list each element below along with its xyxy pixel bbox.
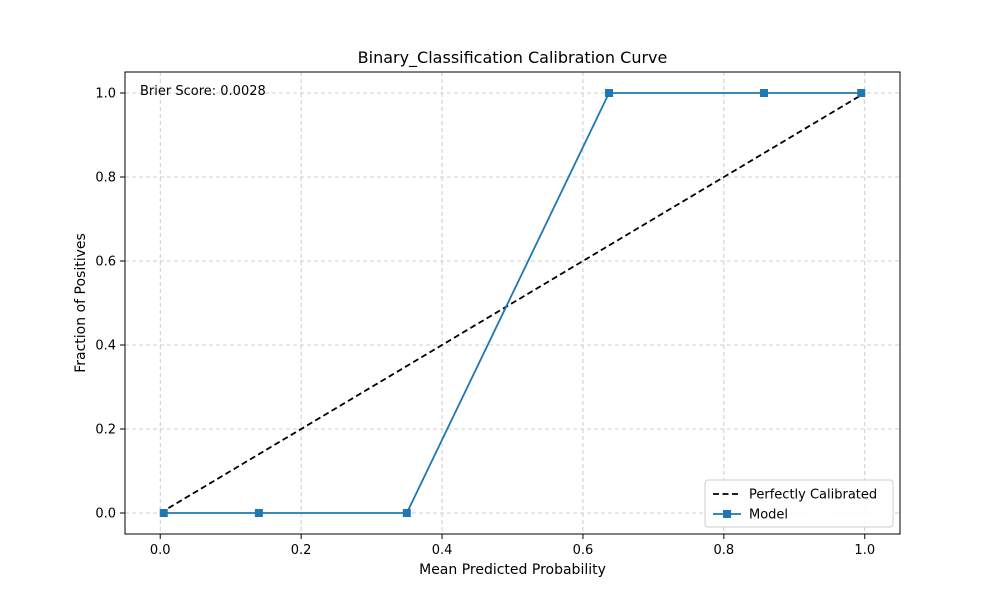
brier-score-annotation: Brier Score: 0.0028 <box>140 84 266 99</box>
x-tick-label: 0.2 <box>291 543 312 558</box>
y-tick-label: 0.0 <box>95 507 116 522</box>
y-tick-label: 0.8 <box>95 171 116 186</box>
x-tick-label: 0.6 <box>573 543 594 558</box>
y-tick-label: 0.4 <box>95 339 116 354</box>
x-tick-label: 1.0 <box>854 543 875 558</box>
perfectly-calibrated-line <box>159 92 866 514</box>
legend-box <box>704 479 894 528</box>
y-tick-label: 0.6 <box>95 255 116 270</box>
plot-area <box>124 71 901 535</box>
y-tick-label: 1.0 <box>95 87 116 102</box>
y-axis-label: Fraction of Positives <box>73 233 89 373</box>
model-marker <box>159 509 168 517</box>
legend: Perfectly Calibrated Model <box>704 479 894 528</box>
model-marker <box>254 509 263 517</box>
model-marker <box>402 509 411 517</box>
axis-ticks: 0.0 0.2 0.4 0.6 0.8 1.0 0.0 0.2 0.4 0.6 0.8 1.0 <box>95 87 875 559</box>
model-marker <box>760 89 769 97</box>
model-marker <box>605 89 614 97</box>
series <box>159 89 866 517</box>
legend-label-model: Model <box>749 508 788 523</box>
model-line <box>163 92 862 514</box>
x-tick-label: 0.4 <box>432 543 453 558</box>
legend-label-perfectly-calibrated: Perfectly Calibrated <box>749 488 877 503</box>
y-tick-label: 0.2 <box>95 423 116 438</box>
x-axis-label: Mean Predicted Probability <box>419 562 606 578</box>
chart-title: Binary_Classification Calibration Curve <box>358 48 668 68</box>
legend-marker-model <box>723 510 731 518</box>
x-tick-label: 0.8 <box>714 543 735 558</box>
model-marker <box>857 89 866 97</box>
x-tick-label: 0.0 <box>150 543 171 558</box>
